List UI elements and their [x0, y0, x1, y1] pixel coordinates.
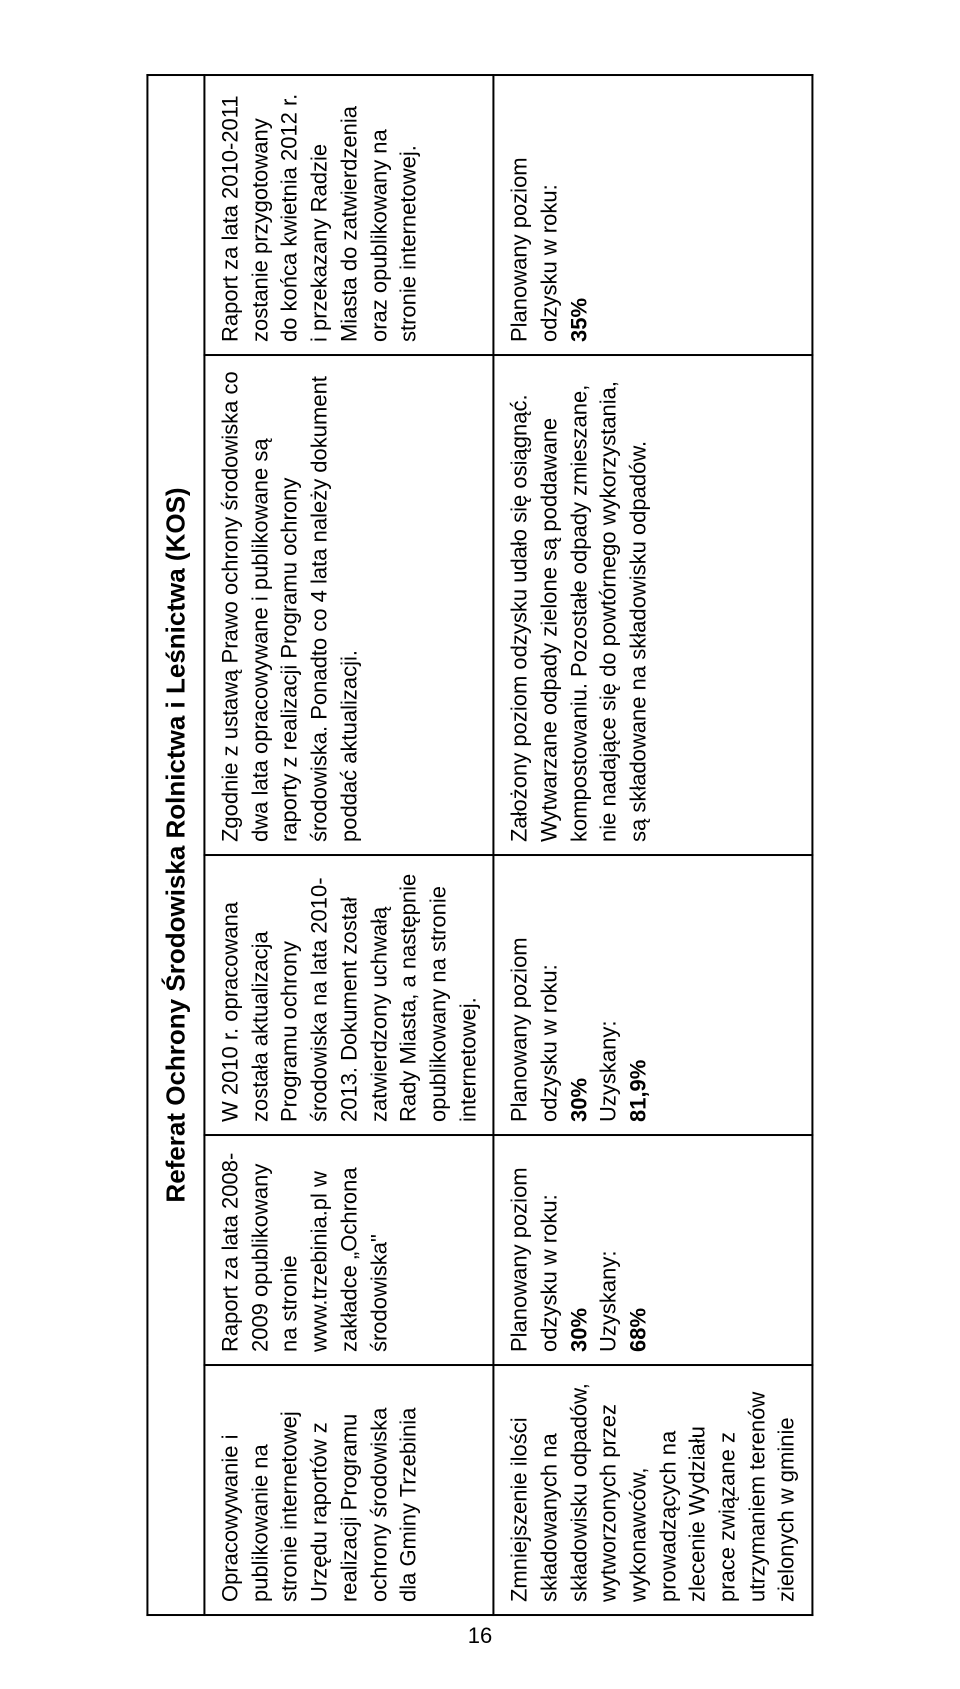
- obtained-label: Uzyskany:: [596, 1250, 621, 1351]
- planned-value: 30%: [566, 1077, 591, 1121]
- planned-label: Planowany poziom odzysku w roku:: [507, 1167, 562, 1352]
- planned-value: 30%: [566, 1307, 591, 1351]
- planned-label: Planowany poziom odzysku w roku:: [507, 937, 562, 1122]
- cell-recovery-plan: Planowany poziom odzysku w roku: 35%: [494, 74, 813, 354]
- page-number: 16: [468, 1623, 492, 1649]
- cell-description: Zgodnie z ustawą Prawo ochrony środowisk…: [205, 355, 494, 855]
- cell-task-2: Zmniejszenie ilości składowanych na skła…: [494, 1365, 813, 1615]
- planned-value: 35%: [566, 297, 591, 341]
- document-table: Referat Ochrony Środowiska Rolnictwa i L…: [146, 73, 813, 1615]
- section-header: Referat Ochrony Środowiska Rolnictwa i L…: [147, 74, 204, 1614]
- table-row: Zmniejszenie ilości składowanych na skła…: [494, 74, 813, 1614]
- planned-label: Planowany poziom odzysku w roku:: [507, 157, 562, 342]
- cell-recovery-2008: Planowany poziom odzysku w roku: 30% Uzy…: [494, 1135, 813, 1365]
- cell-recovery-description: Założony poziom odzysku udało się osiągn…: [494, 355, 813, 855]
- cell-status-2010: W 2010 r. opracowana została aktualizacj…: [205, 855, 494, 1135]
- table-row: Opracowywanie i publikowanie na stronie …: [205, 74, 494, 1614]
- obtained-value: 81,9%: [625, 1059, 650, 1121]
- cell-recovery-2010: Planowany poziom odzysku w roku: 30% Uzy…: [494, 855, 813, 1135]
- obtained-label: Uzyskany:: [596, 1020, 621, 1121]
- cell-status-2008-2009: Raport za lata 2008-2009 opublikowany na…: [205, 1135, 494, 1365]
- cell-task-1: Opracowywanie i publikowanie na stronie …: [205, 1365, 494, 1615]
- obtained-value: 68%: [625, 1307, 650, 1351]
- cell-plan: Raport za lata 2010-2011 zostanie przygo…: [205, 74, 494, 354]
